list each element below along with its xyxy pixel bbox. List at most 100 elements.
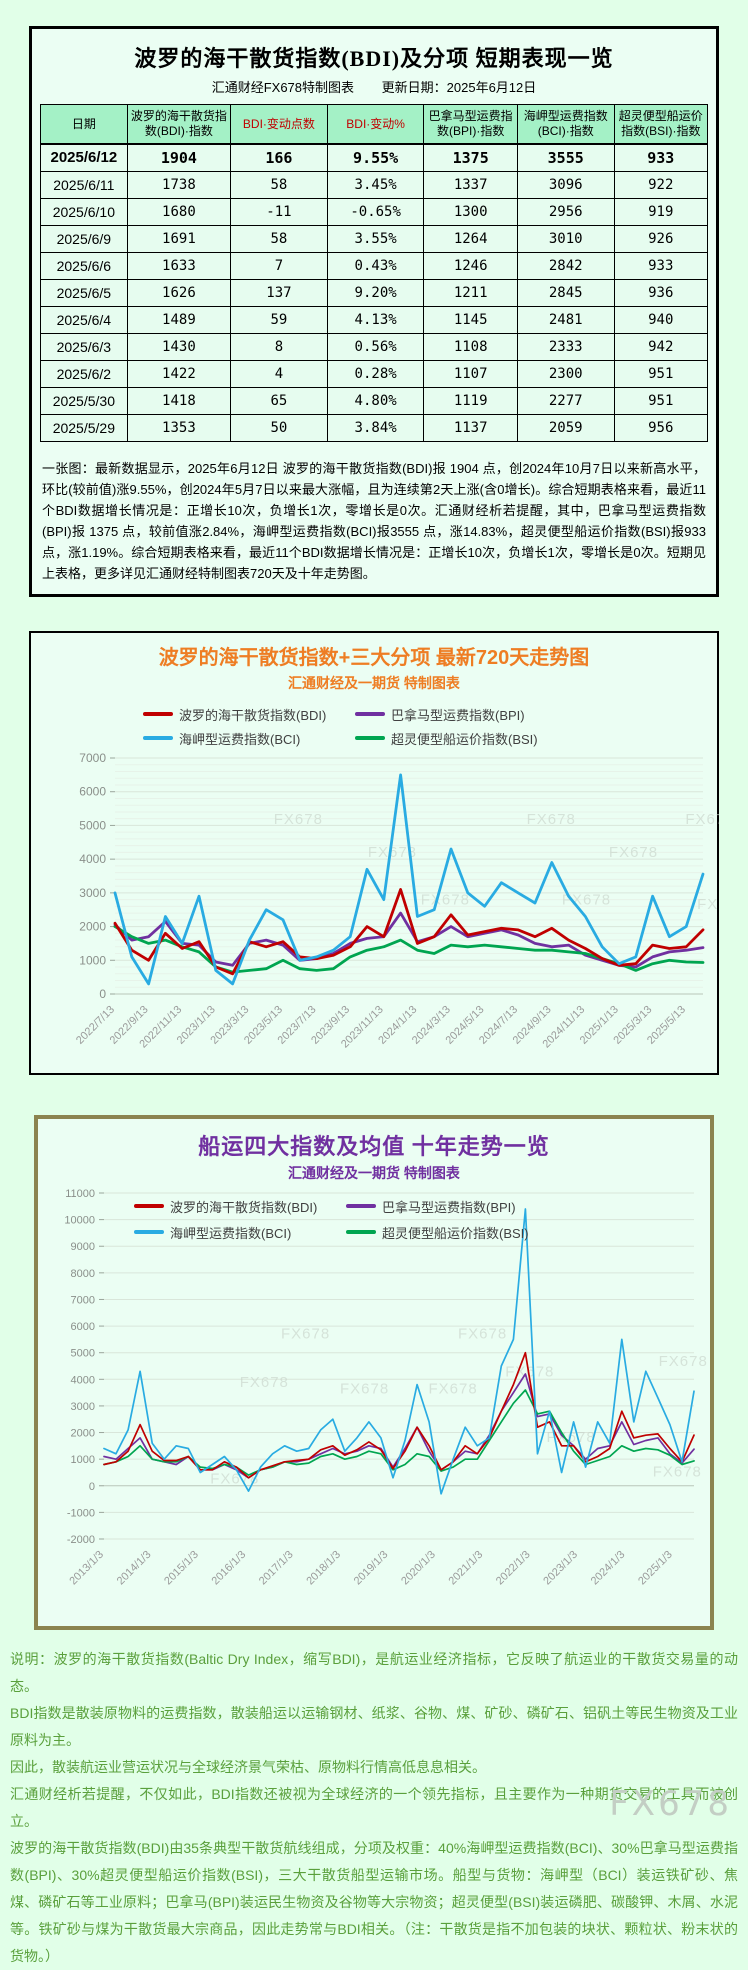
legend-label: 海岬型运费指数(BCI) <box>170 1225 292 1241</box>
legend-item: 超灵便型船运价指数(BSI) <box>355 729 717 748</box>
svg-text:6000: 6000 <box>79 784 106 798</box>
table-cell: 1422 <box>126 359 232 388</box>
table-row: 2025/6/2 1422 4 0.28% 1107 2300 951 <box>40 359 709 388</box>
legend-item: 巴拿马型运费指数(BPI) <box>355 705 717 724</box>
column-header: 波罗的海干散货指数(BDI)·指数 <box>126 104 232 145</box>
column-header: 超灵便型船运价指数(BSI)·指数 <box>613 104 709 145</box>
table-cell: 1108 <box>423 332 518 361</box>
table-cell: 58 <box>230 170 328 199</box>
table-cell: 4 <box>230 359 328 388</box>
update-date-label: 更新日期：2025年6月12日 <box>381 80 537 95</box>
table-cell: 956 <box>613 413 709 442</box>
table-cell: 0.43% <box>326 251 425 280</box>
table-cell: 951 <box>613 359 709 388</box>
table-cell: 1904 <box>126 143 232 172</box>
table-cell: 3555 <box>516 143 615 172</box>
table-header-row: 日期 波罗的海干散货指数(BDI)·指数 BDI·变动点数 BDI·变动% 巴拿马型运费… <box>40 104 709 145</box>
svg-text:2024/1/3: 2024/1/3 <box>589 1548 628 1587</box>
table-cell: 166 <box>230 143 328 172</box>
legend-item: 海岬型运费指数(BCI) <box>143 729 355 748</box>
svg-text:11000: 11000 <box>65 1188 95 1200</box>
table-cell: 1137 <box>423 413 518 442</box>
table-cell: 1264 <box>423 224 518 253</box>
legend-item: 海岬型运费指数(BCI) <box>134 1223 346 1242</box>
table-cell: 1246 <box>423 251 518 280</box>
table-row: 2025/6/9 1691 58 3.55% 1264 3010 926 <box>40 224 709 253</box>
table-cell: 2277 <box>516 386 615 415</box>
chart-10y-title: 船运四大指数及均值 十年走势一览 <box>198 1133 550 1159</box>
table-row: 2025/6/3 1430 8 0.56% 1108 2333 942 <box>40 332 709 361</box>
chart-10y-panel: 船运四大指数及均值 十年走势一览 汇通财经及一期货 特制图表 波罗的海干散货指数… <box>34 1114 714 1630</box>
svg-text:0: 0 <box>89 1480 95 1492</box>
table-row: 2025/5/29 1353 50 3.84% 1137 2059 956 <box>40 413 709 442</box>
table-cell: 65 <box>230 386 328 415</box>
table-cell: 2956 <box>516 197 615 226</box>
table-cell: 2333 <box>516 332 615 361</box>
legend-label: 巴拿马型运费指数(BPI) <box>391 707 525 723</box>
svg-text:8000: 8000 <box>71 1267 95 1279</box>
table-cell: 0.56% <box>326 332 425 361</box>
legend-label: 波罗的海干散货指数(BDI) <box>179 707 327 723</box>
svg-text:2025/1/3: 2025/1/3 <box>636 1548 675 1587</box>
legend-line-swatch <box>355 712 385 716</box>
table-cell: 1418 <box>126 386 232 415</box>
table-cell: 942 <box>613 332 709 361</box>
column-header: BDI·变动点数 <box>230 104 328 145</box>
explanation-line: 因此，散装航运业营运状况与全球经济景气荣枯、原物料行情高低息息相关。 <box>10 1758 486 1775</box>
table-cell: 2059 <box>516 413 615 442</box>
legend-line-swatch <box>143 712 173 716</box>
table-cell: 1626 <box>126 278 232 307</box>
table-cell: 2842 <box>516 251 615 280</box>
chart-watermark: FX678 <box>527 811 576 828</box>
chart-watermark: FX678 <box>281 1325 330 1342</box>
svg-text:3000: 3000 <box>79 885 106 899</box>
chart-watermark: FX678 <box>697 896 719 913</box>
table-cell: 922 <box>613 170 709 199</box>
legend-label: 海岬型运费指数(BCI) <box>179 731 301 747</box>
table-cell: 2300 <box>516 359 615 388</box>
table-cell: 1680 <box>126 197 232 226</box>
legend-label: 巴拿马型运费指数(BPI) <box>382 1199 516 1215</box>
svg-text:5000: 5000 <box>71 1347 95 1359</box>
table-cell: 3096 <box>516 170 615 199</box>
table-row: 2025/6/6 1633 7 0.43% 1246 2842 933 <box>40 251 709 280</box>
svg-text:2022/1/3: 2022/1/3 <box>494 1548 533 1587</box>
legend-label: 超灵便型船运价指数(BSI) <box>382 1225 529 1241</box>
short-term-table-panel: 波罗的海干散货指数(BDI)及分项 短期表现一览 汇通财经FX678特制图表 更… <box>29 26 719 597</box>
table-cell: 1691 <box>126 224 232 253</box>
legend-line-swatch <box>355 736 385 740</box>
series-line <box>103 1388 695 1476</box>
table-cell: 1375 <box>423 143 518 172</box>
legend-line-swatch <box>143 736 173 740</box>
table-cell: 926 <box>613 224 709 253</box>
svg-text:7000: 7000 <box>79 751 106 765</box>
bdi-infographic-page: { "colors": { "page_bg": "#e1ffe8", "pan… <box>0 26 748 1964</box>
table-cell: 8 <box>230 332 328 361</box>
svg-text:2016/1/3: 2016/1/3 <box>210 1548 249 1587</box>
column-header: 巴拿马型运费指数(BPI)·指数 <box>423 104 518 145</box>
legend-item: 波罗的海干散货指数(BDI) <box>143 705 355 724</box>
table-cell: 936 <box>613 278 709 307</box>
svg-text:6000: 6000 <box>71 1321 95 1333</box>
legend-item: 超灵便型船运价指数(BSI) <box>346 1223 529 1242</box>
table-cell: 2025/6/12 <box>40 143 128 172</box>
svg-text:1000: 1000 <box>79 953 106 967</box>
chart-720-holder: 0 1000 2000 3000 4000 5000 6000 7000 FX678 FX678 F… <box>33 748 745 1071</box>
legend-item: 波罗的海干散货指数(BDI) <box>134 1197 346 1216</box>
table-cell: 2025/5/29 <box>40 413 128 442</box>
chart-watermark: FX678 <box>421 891 470 908</box>
svg-text:2019/1/3: 2019/1/3 <box>352 1548 391 1587</box>
table-cell: 1337 <box>423 170 518 199</box>
explanation-line: BDI指数是散装原物料的运费指数，散装船运以运输钢材、纸浆、谷物、煤、矿砂、磷矿… <box>10 1704 738 1748</box>
table-cell: 58 <box>230 224 328 253</box>
chart-watermark: FX678 <box>274 811 323 828</box>
svg-text:2020/1/3: 2020/1/3 <box>399 1548 438 1587</box>
table-cell: 1211 <box>423 278 518 307</box>
table-cell: 2025/6/2 <box>40 359 128 388</box>
table-row: 2025/6/5 1626 137 9.20% 1211 2845 936 <box>40 278 709 307</box>
table-cell: 59 <box>230 305 328 334</box>
table-cell: 0.28% <box>326 359 425 388</box>
chart-watermark: FX678 <box>340 1380 389 1397</box>
table-cell: 3010 <box>516 224 615 253</box>
table-cell: 940 <box>613 305 709 334</box>
